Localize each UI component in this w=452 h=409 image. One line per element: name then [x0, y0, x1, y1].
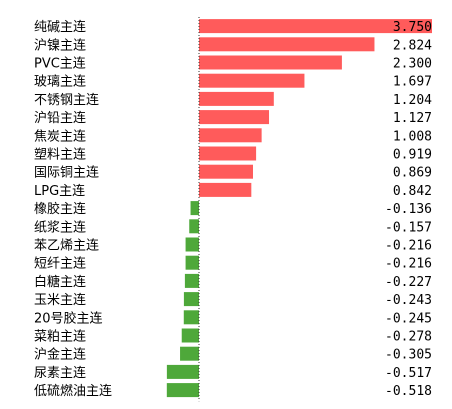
- category-label: 白糖主连: [34, 274, 86, 290]
- value-labels-group: 3.750 2.824 2.300 1.697 1.204 1.127 1.008 0.919…: [385, 20, 432, 399]
- category-label: LPG主连: [34, 183, 85, 199]
- category-label: 橡胶主连: [34, 201, 86, 217]
- category-label: 塑料主连: [34, 147, 86, 163]
- category-label: 不锈钢主连: [34, 92, 99, 108]
- value-label: -0.157: [385, 220, 432, 235]
- value-label: -0.518: [385, 384, 432, 399]
- value-label: 2.300: [393, 57, 432, 72]
- category-label: 国际铜主连: [34, 165, 99, 181]
- bar-13: [185, 255, 199, 270]
- bar-10: [190, 201, 199, 216]
- bar-12: [185, 237, 199, 252]
- value-label: -0.227: [385, 275, 432, 290]
- category-label: 菜粕主连: [34, 329, 86, 345]
- bar-7: [199, 146, 257, 161]
- category-label: 玉米主连: [34, 292, 86, 308]
- value-label: -0.216: [385, 239, 432, 254]
- category-label: 焦炭主连: [34, 128, 86, 144]
- bar-3: [199, 73, 305, 88]
- bar-14: [184, 273, 199, 288]
- value-label: 0.842: [393, 184, 432, 199]
- value-label: 0.919: [393, 148, 432, 163]
- bar-9: [199, 182, 252, 197]
- value-label: 1.127: [393, 111, 432, 126]
- value-label: 3.750: [393, 20, 432, 35]
- value-label: -0.243: [385, 293, 432, 308]
- value-label: -0.305: [385, 348, 432, 363]
- category-label: 苯乙烯主连: [34, 238, 99, 254]
- category-label: PVC主连: [34, 56, 86, 72]
- bar-16: [183, 310, 199, 325]
- bar-19: [166, 364, 199, 379]
- value-label: 2.824: [393, 38, 432, 53]
- value-label: 1.008: [393, 129, 432, 144]
- bar-8: [199, 164, 253, 179]
- bar-1: [199, 37, 375, 52]
- value-label: 1.697: [393, 75, 432, 90]
- category-label: 纸浆主连: [34, 219, 86, 235]
- category-label: 短纤主连: [34, 256, 86, 272]
- value-label: -0.136: [385, 202, 432, 217]
- category-label: 沪镍主连: [34, 37, 86, 53]
- bar-0: [199, 19, 432, 34]
- category-label: 玻璃主连: [34, 74, 86, 90]
- value-label: -0.278: [385, 330, 432, 345]
- category-label: 尿素主连: [34, 365, 86, 381]
- value-label: -0.216: [385, 257, 432, 272]
- category-label: 20号胶主连: [34, 310, 103, 326]
- bar-17: [181, 328, 199, 343]
- bar-20: [166, 383, 199, 398]
- category-label: 低硫燃油主连: [34, 383, 112, 399]
- bar-11: [189, 219, 199, 234]
- bar-4: [199, 91, 274, 106]
- bar-2: [199, 55, 342, 70]
- bar-5: [199, 110, 270, 125]
- category-label: 沪铅主连: [34, 110, 86, 126]
- value-label: -0.245: [385, 311, 432, 326]
- bar-6: [199, 128, 262, 143]
- bars-group: [166, 19, 432, 398]
- value-label: 0.869: [393, 166, 432, 181]
- bar-18: [180, 346, 199, 361]
- value-label: -0.517: [385, 366, 432, 381]
- value-label: 1.204: [393, 93, 432, 108]
- bar-15: [183, 292, 199, 307]
- category-label: 纯碱主连: [34, 19, 86, 35]
- category-label: 沪金主连: [34, 347, 86, 363]
